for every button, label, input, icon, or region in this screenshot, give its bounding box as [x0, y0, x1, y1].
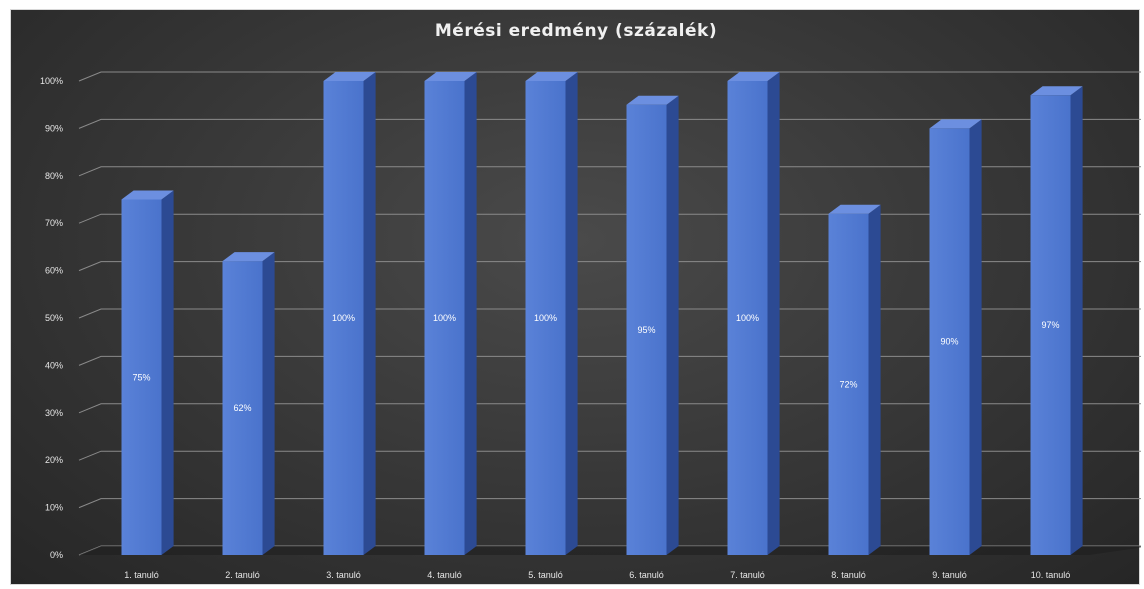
bar	[424, 72, 477, 555]
bars	[121, 72, 1083, 556]
gridline	[78, 118, 1141, 129]
bar-front	[828, 213, 869, 555]
x-category-label: 9. tanuló	[932, 570, 967, 580]
bar-top	[424, 72, 477, 81]
bar-side	[363, 72, 376, 555]
bar	[727, 72, 780, 555]
y-tick-label: 50%	[45, 313, 63, 323]
y-tick-label: 60%	[45, 266, 63, 276]
bar	[828, 204, 881, 555]
bar	[929, 119, 982, 556]
x-category-label: 8. tanuló	[831, 570, 866, 580]
bar-top	[323, 72, 376, 81]
data-label: 100%	[433, 313, 456, 323]
data-label: 90%	[940, 337, 958, 347]
bar	[222, 252, 275, 555]
x-category-label: 7. tanuló	[730, 570, 765, 580]
bar-side	[262, 252, 275, 555]
gridline	[78, 261, 1141, 272]
data-label: 95%	[637, 325, 655, 335]
gridline	[78, 355, 1141, 366]
bar-front	[929, 128, 970, 555]
y-tick-label: 90%	[45, 123, 63, 133]
bar-top	[828, 204, 881, 214]
data-label: 62%	[233, 403, 251, 413]
y-tick-label: 0%	[50, 550, 63, 560]
bar-side	[161, 190, 174, 555]
x-category-label: 4. tanuló	[427, 570, 462, 580]
bar-top	[626, 95, 679, 105]
data-label: 100%	[736, 313, 759, 323]
bar-top	[727, 72, 780, 81]
bar-front	[1030, 95, 1071, 555]
data-label: 97%	[1041, 320, 1059, 330]
chart-area: Mérési eredmény (százalék) 0% 10% 20% 30% 40…	[10, 9, 1141, 585]
x-category-label: 6. tanuló	[629, 570, 664, 580]
gridline	[78, 308, 1141, 319]
gridline	[78, 403, 1141, 414]
data-label: 100%	[534, 313, 557, 323]
y-tick-label: 40%	[45, 360, 63, 370]
bar-front	[222, 261, 263, 555]
bar-front	[424, 81, 465, 555]
bar	[525, 72, 578, 555]
gridline	[78, 213, 1141, 224]
bar-front	[121, 199, 162, 555]
x-category-label: 10. tanuló	[1031, 570, 1071, 580]
y-tick-label: 80%	[45, 171, 63, 181]
y-tick-label: 30%	[45, 408, 63, 418]
y-axis-ticks: 0% 10% 20% 30% 40% 50% 60% 70% 80% 90% 100%	[40, 76, 63, 560]
y-tick-label: 20%	[45, 455, 63, 465]
chart-plot: 0% 10% 20% 30% 40% 50% 60% 70% 80% 90% 100% 75% 62%…	[40, 71, 1141, 580]
bar	[1030, 86, 1083, 555]
y-tick-label: 10%	[45, 503, 63, 513]
bar	[626, 95, 679, 555]
bar-side	[767, 72, 780, 555]
bar	[121, 190, 174, 555]
x-axis-categories: 1. tanuló 2. tanuló 3. tanuló 4. tanuló 5. t…	[124, 570, 1070, 580]
bar-side	[969, 119, 982, 556]
gridline	[78, 498, 1141, 509]
x-category-label: 3. tanuló	[326, 570, 361, 580]
chart-title: Mérési eredmény (százalék)	[434, 21, 718, 41]
bar-front	[525, 81, 566, 555]
bar-top	[1030, 86, 1083, 96]
data-label: 72%	[839, 379, 857, 389]
bar-side	[666, 95, 679, 555]
x-category-label: 5. tanuló	[528, 570, 563, 580]
bar-side	[565, 72, 578, 555]
y-tick-label: 100%	[40, 76, 63, 86]
data-label: 75%	[132, 372, 150, 382]
bar-front	[323, 81, 364, 555]
bar-front	[626, 104, 667, 555]
gridline	[78, 71, 1141, 82]
data-label: 100%	[332, 313, 355, 323]
bar	[323, 72, 376, 555]
data-labels: 75% 62% 100% 100% 100% 95% 100% 72% 90% 97%	[132, 313, 1059, 413]
bar-side	[868, 204, 881, 555]
bar-top	[525, 72, 578, 81]
bar-front	[727, 81, 768, 555]
x-category-label: 1. tanuló	[124, 570, 159, 580]
bar-side	[1070, 86, 1083, 555]
x-category-label: 2. tanuló	[225, 570, 260, 580]
bar-top	[929, 119, 982, 129]
y-tick-label: 70%	[45, 218, 63, 228]
bar-top	[222, 252, 275, 262]
bar-side	[464, 72, 477, 555]
bar-top	[121, 190, 174, 200]
gridline	[78, 166, 1141, 177]
gridline	[78, 450, 1141, 461]
